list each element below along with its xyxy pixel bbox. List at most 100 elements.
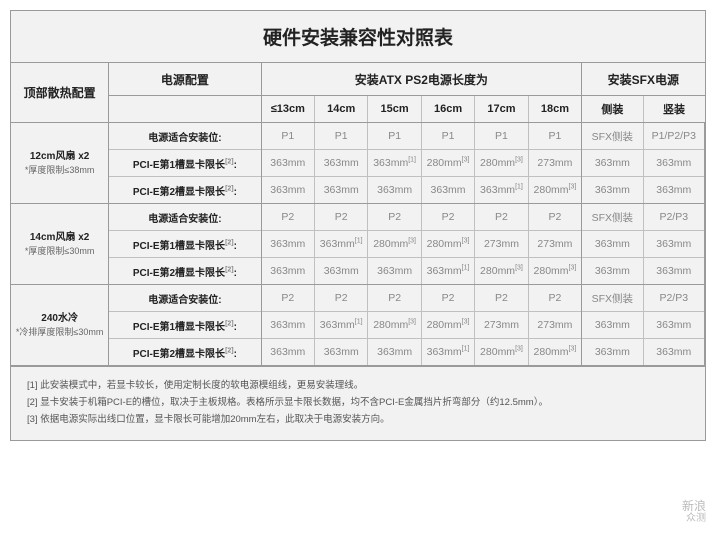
cell: SFX侧装 xyxy=(582,123,643,150)
footnote-3: [3] 依据电源实际出线口位置，显卡限长可能增加20mm左右，此取决于电源安装方… xyxy=(27,411,689,428)
cell: 280mm[3] xyxy=(475,150,528,177)
cell: P2 xyxy=(475,285,528,312)
cell: 363mm xyxy=(582,339,643,366)
cell: P2 xyxy=(421,204,474,231)
cell: P2 xyxy=(261,285,314,312)
cell: 363mm xyxy=(582,312,643,339)
cell: 280mm[3] xyxy=(421,312,474,339)
footnote-1: [1] 此安装模式中，若显卡较长，使用定制长度的软电源模组线，更易安装理线。 xyxy=(27,377,689,394)
cell: P1 xyxy=(368,123,421,150)
row-label-pcie1: PCI-E第1槽显卡限长[2]: xyxy=(109,312,261,339)
cell: 363mm xyxy=(314,150,367,177)
compatibility-table: 顶部散热配置 电源配置 安装ATX PS2电源长度为 安装SFX电源 ≤13cm… xyxy=(11,63,705,366)
config-cell: 240水冷*冷排厚度限制≤30mm xyxy=(11,285,109,366)
hdr-len-5: 18cm xyxy=(528,96,582,123)
cell: P1 xyxy=(314,123,367,150)
table-title: 硬件安装兼容性对照表 xyxy=(11,11,705,63)
hdr-sfx-1: 竖装 xyxy=(643,96,704,123)
cell: 363mm[1] xyxy=(314,312,367,339)
cell: 363mm xyxy=(314,177,367,204)
cell: 363mm xyxy=(421,177,474,204)
table-row: PCI-E第1槽显卡限长[2]:363mm363mm363mm[1]280mm[… xyxy=(11,150,705,177)
table-row: 14cm风扇 x2*厚度限制≤30mm电源适合安装位:P2P2P2P2P2P2S… xyxy=(11,204,705,231)
cell: P1 xyxy=(528,123,582,150)
row-label-psu: 电源适合安装位: xyxy=(109,123,261,150)
cell: 363mm xyxy=(261,312,314,339)
hdr-len-4: 17cm xyxy=(475,96,528,123)
cell: P1 xyxy=(421,123,474,150)
cell: 363mm[1] xyxy=(421,258,474,285)
table-row: 12cm风扇 x2*厚度限制≤38mm电源适合安装位:P1P1P1P1P1P1S… xyxy=(11,123,705,150)
watermark-line1: 新浪 xyxy=(682,499,706,513)
cell: 363mm xyxy=(643,258,704,285)
cell: 363mm xyxy=(261,150,314,177)
header-row-2: ≤13cm 14cm 15cm 16cm 17cm 18cm 侧装 竖装 xyxy=(11,96,705,123)
table-row: 240水冷*冷排厚度限制≤30mm电源适合安装位:P2P2P2P2P2P2SFX… xyxy=(11,285,705,312)
config-cell: 12cm风扇 x2*厚度限制≤38mm xyxy=(11,123,109,204)
cell: P2 xyxy=(528,204,582,231)
table-row: PCI-E第2槽显卡限长[2]:363mm363mm363mm363mm[1]2… xyxy=(11,339,705,366)
cell: 280mm[3] xyxy=(421,231,474,258)
cell: 363mm[1] xyxy=(421,339,474,366)
cell: 280mm[3] xyxy=(528,177,582,204)
hdr-top-config: 顶部散热配置 xyxy=(11,63,109,123)
table-row: PCI-E第2槽显卡限长[2]:363mm363mm363mm363mm363m… xyxy=(11,177,705,204)
cell: 363mm xyxy=(261,231,314,258)
table-row: PCI-E第2槽显卡限长[2]:363mm363mm363mm363mm[1]2… xyxy=(11,258,705,285)
cell: 273mm xyxy=(528,231,582,258)
header-row-1: 顶部散热配置 电源配置 安装ATX PS2电源长度为 安装SFX电源 xyxy=(11,63,705,96)
hdr-len-0: ≤13cm xyxy=(261,96,314,123)
cell: 363mm[1] xyxy=(475,177,528,204)
cell: 363mm xyxy=(582,231,643,258)
cell: 363mm xyxy=(368,258,421,285)
cell: P2 xyxy=(314,285,367,312)
watermark: 新浪 众测 xyxy=(682,500,706,524)
table-row: PCI-E第1槽显卡限长[2]:363mm363mm[1]280mm[3]280… xyxy=(11,231,705,258)
cell: 280mm[3] xyxy=(475,258,528,285)
cell: 363mm xyxy=(643,312,704,339)
footnote-2: [2] 显卡安装于机箱PCI-E的槽位，取决于主板规格。表格所示显卡限长数据，均… xyxy=(27,394,689,411)
cell: P2/P3 xyxy=(643,285,704,312)
cell: 363mm[1] xyxy=(314,231,367,258)
cell: 363mm xyxy=(643,339,704,366)
table-row: PCI-E第1槽显卡限长[2]:363mm363mm[1]280mm[3]280… xyxy=(11,312,705,339)
cell: 280mm[3] xyxy=(528,258,582,285)
cell: 280mm[3] xyxy=(368,231,421,258)
cell: 280mm[3] xyxy=(475,339,528,366)
cell: 363mm xyxy=(582,177,643,204)
cell: P2/P3 xyxy=(643,204,704,231)
cell: SFX侧装 xyxy=(582,204,643,231)
footnotes: [1] 此安装模式中，若显卡较长，使用定制长度的软电源模组线，更易安装理线。 [… xyxy=(11,366,705,440)
row-label-pcie1: PCI-E第1槽显卡限长[2]: xyxy=(109,150,261,177)
row-label-pcie2: PCI-E第2槽显卡限长[2]: xyxy=(109,177,261,204)
cell: 363mm[1] xyxy=(368,150,421,177)
cell: 363mm xyxy=(261,258,314,285)
cell: P1 xyxy=(261,123,314,150)
cell: P2 xyxy=(528,285,582,312)
cell: P2 xyxy=(475,204,528,231)
cell: 363mm xyxy=(643,231,704,258)
hdr-len-2: 15cm xyxy=(368,96,421,123)
row-label-pcie2: PCI-E第2槽显卡限长[2]: xyxy=(109,339,261,366)
cell: 363mm xyxy=(261,339,314,366)
row-label-pcie2: PCI-E第2槽显卡限长[2]: xyxy=(109,258,261,285)
cell: P2 xyxy=(421,285,474,312)
hdr-sfx: 安装SFX电源 xyxy=(582,63,705,96)
cell: 280mm[3] xyxy=(421,150,474,177)
cell: SFX侧装 xyxy=(582,285,643,312)
cell: 273mm xyxy=(528,312,582,339)
row-label-psu: 电源适合安装位: xyxy=(109,285,261,312)
cell: P1/P2/P3 xyxy=(643,123,704,150)
cell: 280mm[3] xyxy=(368,312,421,339)
cell: 363mm xyxy=(314,339,367,366)
cell: 280mm[3] xyxy=(528,339,582,366)
cell: 363mm xyxy=(368,339,421,366)
cell: P2 xyxy=(368,204,421,231)
cell: 273mm xyxy=(475,231,528,258)
hdr-len-3: 16cm xyxy=(421,96,474,123)
watermark-line2: 众测 xyxy=(686,513,706,524)
cell: P2 xyxy=(368,285,421,312)
cell: 363mm xyxy=(643,177,704,204)
hdr-len-1: 14cm xyxy=(314,96,367,123)
cell: 363mm xyxy=(314,258,367,285)
